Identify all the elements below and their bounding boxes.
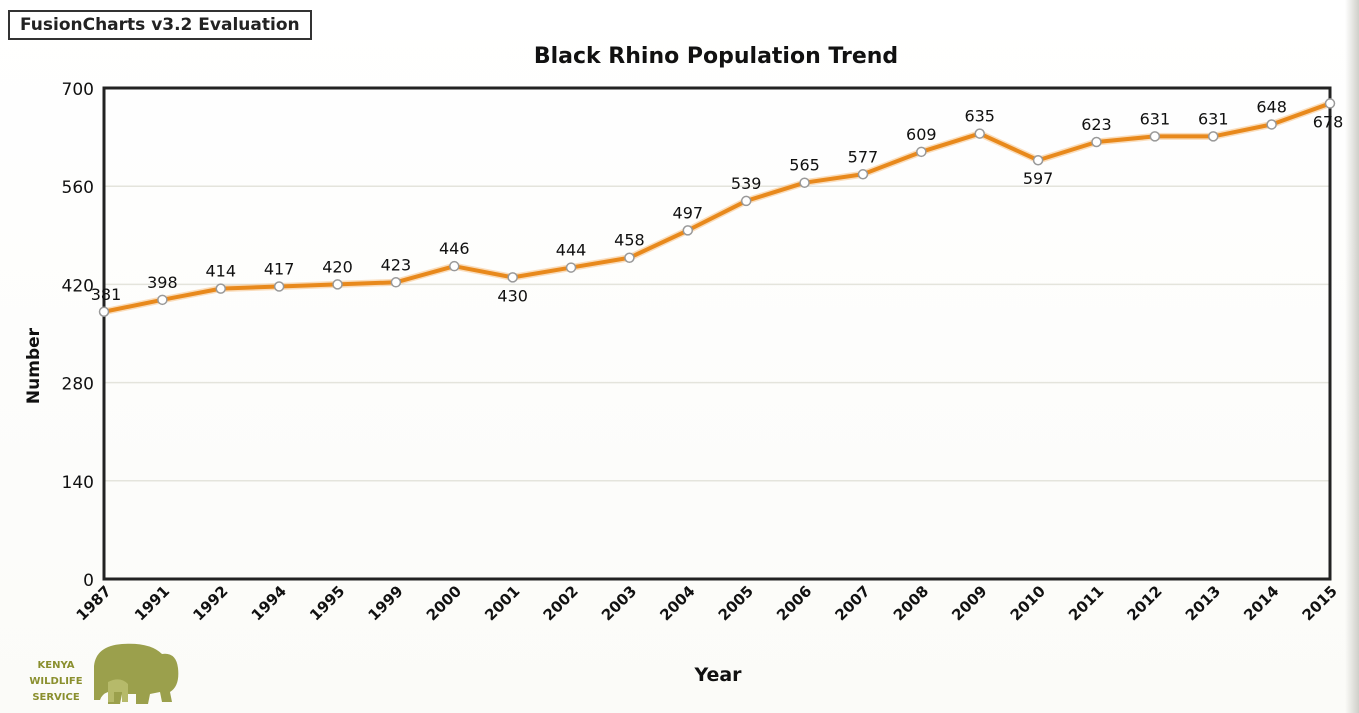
data-point [390,277,402,288]
data-point [974,128,985,139]
logo-text: KENYA WILDLIFE SERVICE [16,658,96,706]
plot-area [102,86,1332,581]
x-tick-label: 2003 [598,582,640,624]
x-tick-label: 2008 [890,582,932,624]
x-tick-label: 1999 [364,582,406,624]
x-tick-label: 2004 [656,582,698,624]
y-tick-label: 0 [83,571,94,591]
x-tick-label: 2013 [1182,582,1224,624]
x-tick-label: 1991 [131,582,173,624]
data-point [1149,131,1161,142]
data-point [332,279,343,290]
x-tick-label: 2009 [948,582,990,624]
data-label: 444 [556,241,587,260]
x-tick-label: 2007 [832,582,874,624]
data-point [1032,154,1044,166]
x-tick-label: 2000 [423,582,465,624]
data-label: 577 [848,147,879,166]
data-point [1266,119,1277,130]
data-label: 420 [322,257,353,276]
chart-title: Black Rhino Population Trend [534,44,898,69]
data-label: 631 [1198,109,1229,128]
x-axis-ticks: 1987 1991 1992 1994 1995 1999 2000 2001 2002 2003… [73,582,1341,624]
data-labels: 381 398 414 417 420 423 446 430 444 458 497 539 565 5… [91,97,1344,305]
data-point [857,169,869,180]
x-tick-label: 2001 [481,582,523,624]
gridlines [104,185,1330,482]
x-tick-label: 1992 [189,582,231,624]
data-label: 609 [906,125,937,144]
logo-line: SERVICE [32,692,80,703]
data-label: 458 [614,231,645,250]
page-edge-shadow [1345,0,1359,713]
data-label: 631 [1140,109,1171,128]
data-label: 678 [1313,112,1344,131]
x-tick-label: 2012 [1123,582,1165,624]
x-tick-label: 2005 [715,582,757,624]
data-point [682,225,694,236]
x-tick-label: 2015 [1299,582,1341,624]
data-point [624,252,635,263]
data-point [565,262,577,273]
data-label: 539 [731,174,762,193]
y-axis-title: Number [24,327,44,404]
data-point [1207,131,1219,142]
y-tick-label: 140 [62,473,94,493]
y-axis-ticks: 0 140 280 420 560 700 [62,80,94,591]
data-points [98,98,1336,318]
data-label: 423 [381,255,412,274]
logo-line: WILDLIFE [29,676,83,687]
x-tick-label: 2002 [540,582,582,624]
data-label: 381 [91,285,122,304]
data-label: 597 [1023,169,1054,188]
series-line [103,101,1331,314]
series-line-glow [103,100,1332,316]
x-tick-label: 2011 [1065,582,1107,624]
data-point [273,281,285,292]
kenya-wildlife-service-logo: KENYA WILDLIFE SERVICE [10,636,188,712]
data-point [740,195,752,207]
y-tick-label: 700 [62,80,94,100]
elephant-icon [94,643,179,704]
x-tick-label: 2006 [773,582,815,624]
data-point [1091,136,1102,148]
data-label: 446 [439,239,470,258]
y-tick-label: 280 [62,375,94,395]
evaluation-badge: FusionCharts v3.2 Evaluation [8,10,312,40]
data-point [215,283,227,294]
data-label: 398 [147,273,178,292]
data-point [449,260,460,272]
x-tick-label: 2014 [1240,582,1282,624]
series-population [103,100,1332,316]
y-tick-label: 420 [62,276,94,296]
data-label: 565 [789,156,820,175]
data-label: 497 [673,203,704,222]
logo-line: KENYA [37,660,75,671]
data-label: 623 [1081,115,1112,134]
x-axis-title: Year [693,664,742,686]
data-label: 635 [964,107,995,126]
x-tick-label: 1995 [306,582,348,624]
data-label: 414 [205,262,236,281]
y-tick-label: 560 [62,178,94,198]
data-point [1324,98,1336,109]
data-point [157,294,168,306]
data-label: 417 [264,260,295,279]
data-point [507,272,518,283]
data-label: 648 [1256,97,1287,116]
data-point [916,146,927,158]
x-tick-label: 1994 [248,582,290,624]
data-point [799,177,810,188]
x-tick-label: 2010 [1007,582,1049,624]
data-label: 430 [497,286,528,305]
data-point [98,306,110,318]
